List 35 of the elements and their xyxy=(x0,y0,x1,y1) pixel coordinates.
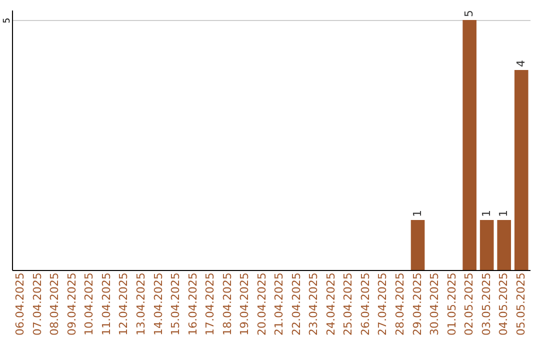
x-tick-label: 11.04.2025 xyxy=(100,272,113,336)
x-tick-label: 05.05.2025 xyxy=(514,272,528,336)
x-tick-label: 20.04.2025 xyxy=(255,272,268,336)
x-tick-label: 22.04.2025 xyxy=(290,272,303,336)
x-tick-label: 07.04.2025 xyxy=(30,272,44,336)
x-tick-label: 04.05.2025 xyxy=(497,272,510,336)
x-tick-label: 12.04.2025 xyxy=(117,272,130,336)
data-label: 1 xyxy=(480,210,493,217)
x-tick-label: 19.04.2025 xyxy=(238,272,252,336)
x-tick-label: 28.04.2025 xyxy=(394,272,406,336)
x-tick-label: 09.04.2025 xyxy=(65,272,78,336)
x-tick-label: 14.04.2025 xyxy=(152,272,165,336)
x-tick-label: 29.04.2025 xyxy=(410,272,424,336)
x-tick-label: 13.04.2025 xyxy=(134,272,148,336)
x-tick-label: 10.04.2025 xyxy=(82,272,96,336)
x-tick-label: 03.05.2025 xyxy=(480,272,493,336)
x-tick-label: 30.04.2025 xyxy=(428,272,442,336)
x-tick-label: 16.04.2025 xyxy=(186,272,200,336)
x-tick-label: 02.05.2025 xyxy=(462,272,476,336)
x-tick-label: 18.04.2025 xyxy=(220,272,234,336)
data-label: 4 xyxy=(514,60,528,67)
x-tick-label: 06.04.2025 xyxy=(14,272,27,336)
x-tick-label: 17.04.2025 xyxy=(204,272,217,336)
x-tick-label: 01.05.2025 xyxy=(445,272,458,336)
x-tick-label: 27.04.2025 xyxy=(376,272,390,336)
data-label: 5 xyxy=(462,10,476,17)
x-tick-label: 25.04.2025 xyxy=(342,272,355,336)
data-label: 1 xyxy=(497,210,510,217)
data-label: 1 xyxy=(410,210,424,217)
x-tick-label: 23.04.2025 xyxy=(307,272,320,336)
x-tick-label: 15.04.2025 xyxy=(169,272,182,336)
x-tick-label: 26.04.2025 xyxy=(358,272,372,336)
x-tick-label: 24.04.2025 xyxy=(324,272,338,336)
x-tick-label: 21.04.2025 xyxy=(272,272,286,336)
x-tick-label: 08.04.2025 xyxy=(48,272,62,336)
